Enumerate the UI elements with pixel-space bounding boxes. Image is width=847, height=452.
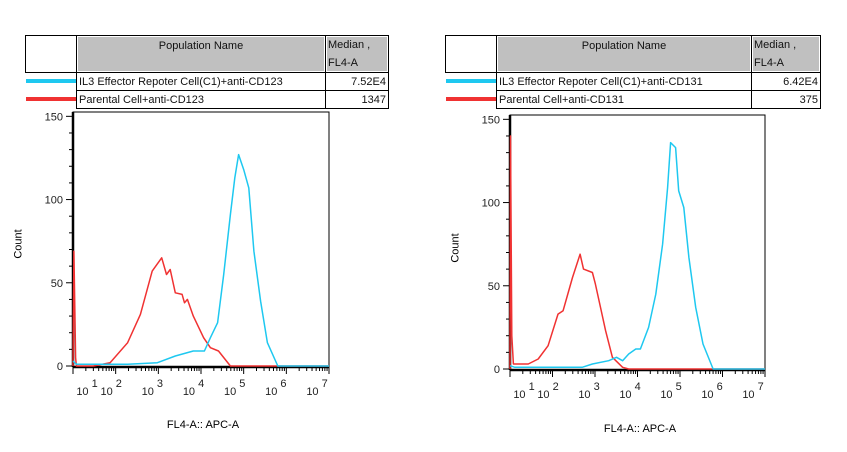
x-tick-base: 10	[513, 389, 525, 401]
header-population-name: Population Name	[496, 35, 752, 73]
plot-area	[72, 111, 330, 368]
histogram-series	[72, 153, 329, 367]
x-tick-exponent: 3	[594, 381, 600, 393]
x-tick-base: 10	[742, 389, 754, 401]
x-tick-base: 10	[619, 389, 631, 401]
legend-row-median: 375	[751, 90, 821, 109]
legend-swatch-blue	[25, 79, 76, 83]
header-median-label: Median ,	[328, 39, 371, 51]
y-tick-label: 150	[482, 114, 500, 126]
x-tick-base: 10	[701, 389, 713, 401]
histogram-series	[72, 250, 329, 367]
x-tick-exponent: 6	[280, 378, 286, 390]
x-tick-base: 10	[142, 386, 154, 398]
x-tick-label: 104	[183, 378, 204, 398]
x-tick-base: 10	[537, 389, 549, 401]
x-tick-base: 10	[100, 386, 112, 398]
x-axis-label: FL4-A:: APC-A	[166, 419, 240, 431]
y-tick-label: 50	[488, 281, 500, 293]
legend-swatch-cell	[445, 72, 497, 91]
x-tick-base: 10	[306, 386, 318, 398]
x-tick-base: 10	[224, 386, 236, 398]
legend-blank-header	[25, 35, 77, 73]
histogram-series	[509, 141, 765, 370]
legend-swatch-cell	[445, 90, 497, 109]
legend-swatch-cell	[25, 90, 77, 109]
x-axis-label: FL4-A:: APC-A	[603, 423, 677, 435]
x-tick-exponent: 1	[529, 381, 535, 393]
header-median: Median , FL4-A	[325, 35, 389, 73]
x-tick-label: 10 7	[742, 381, 763, 401]
x-tick-exponent: 1	[92, 378, 98, 390]
x-tick-base: 10	[76, 386, 88, 398]
header-median-label: Median ,	[754, 39, 797, 51]
x-tick-exponent: 3	[157, 378, 163, 390]
x-tick-exponent: 6	[717, 381, 723, 393]
x-tick-base: 10	[578, 389, 590, 401]
x-tick-exponent: 5	[239, 378, 245, 390]
legend-table-left: Population Name Median , FL4-A IL3 Effect…	[25, 35, 389, 109]
legend-blank-header	[445, 35, 497, 73]
x-tick-label: 103	[142, 378, 163, 398]
x-tick-label: 10 2	[100, 378, 121, 398]
legend-row-name: Parental Cell+anti-CD123	[76, 90, 326, 109]
legend-swatch-red	[25, 96, 76, 101]
x-tick-label: 10 1	[513, 381, 534, 401]
y-tick-label: 100	[45, 195, 63, 207]
x-tick-exponent: 7	[758, 381, 764, 393]
x-tick-label: 10 2	[537, 381, 558, 401]
y-tick-label: 150	[45, 111, 63, 123]
header-median-param: FL4-A	[754, 57, 784, 69]
x-tick-base: 10	[660, 389, 672, 401]
x-tick-exponent: 4	[635, 381, 641, 393]
x-tick-label: 106	[265, 378, 286, 398]
x-tick-exponent: 2	[553, 381, 559, 393]
x-tick-label: 10 3	[578, 381, 599, 401]
plot-area	[509, 114, 766, 371]
histogram-series	[509, 135, 765, 370]
header-median-param: FL4-A	[328, 57, 358, 69]
y-tick-label: 50	[51, 278, 63, 290]
x-tick-label: 10 4	[619, 381, 640, 401]
legend-swatch-blue	[445, 79, 496, 83]
x-tick-base: 10	[265, 386, 277, 398]
x-tick-exponent: 7	[322, 378, 328, 390]
legend-row-name: Parental Cell+anti-CD131	[496, 90, 752, 109]
x-tick-exponent: 2	[116, 378, 122, 390]
x-tick-label: 10 7	[306, 378, 327, 398]
x-tick-exponent: 5	[676, 381, 682, 393]
y-tick-label: 0	[57, 361, 63, 373]
legend-swatch-cell	[25, 72, 77, 91]
legend-table-right: Population Name Median , FL4-A IL3 Effect…	[445, 35, 821, 109]
header-median: Median , FL4-A	[751, 35, 821, 73]
y-tick-label: 0	[494, 364, 500, 376]
x-tick-exponent: 4	[198, 378, 204, 390]
x-tick-label: 10 1	[76, 378, 97, 398]
x-tick-label: 105	[224, 378, 245, 398]
y-tick-label: 100	[482, 198, 500, 210]
x-tick-base: 10	[183, 386, 195, 398]
x-tick-label: 10 5	[660, 381, 681, 401]
x-tick-label: 10 6	[701, 381, 722, 401]
legend-swatch-red	[445, 96, 496, 101]
legend-row-median: 1347	[325, 90, 389, 109]
